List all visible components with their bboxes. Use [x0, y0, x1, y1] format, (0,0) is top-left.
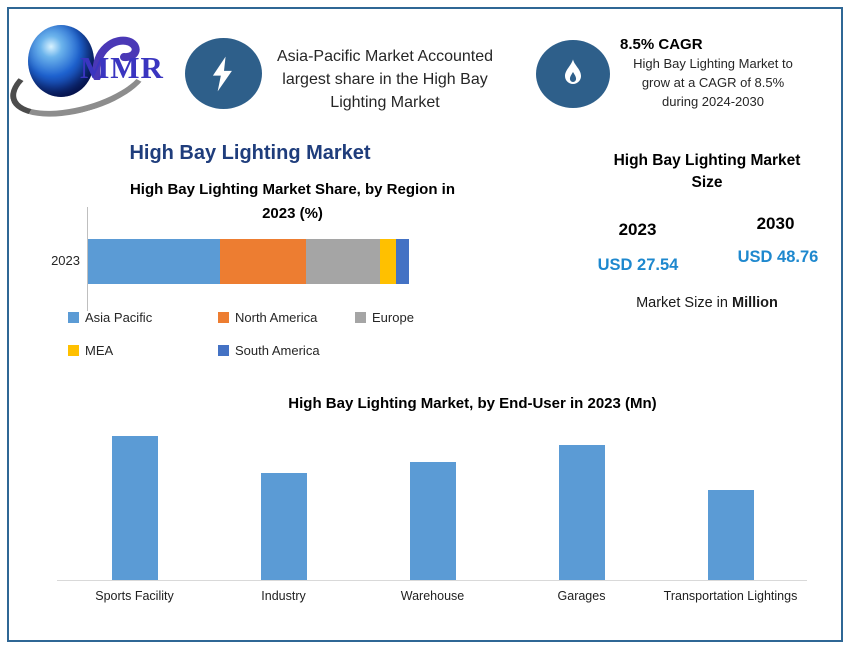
- market-size-note: Market Size in Million: [598, 295, 816, 311]
- legend-label-south-america: South America: [235, 343, 320, 358]
- cagr-title: 8.5% CAGR: [620, 36, 703, 53]
- legend-item-asia-pacific: Asia Pacific: [68, 310, 218, 325]
- globe-icon: [28, 25, 94, 97]
- legend-label-europe: Europe: [372, 310, 414, 325]
- legend-marker-north-america: [218, 312, 229, 323]
- bar-column-transportation-lightings: [656, 430, 805, 580]
- bar-industry: [260, 473, 307, 580]
- bar-garages: [558, 445, 605, 580]
- legend-item-north-america: North America: [218, 310, 355, 325]
- market-size-title: High Bay Lighting Market Size: [613, 152, 801, 191]
- bar-label-garages: Garages: [557, 589, 606, 603]
- segment-north-america: [219, 239, 307, 284]
- enduser-bar-plot: [60, 430, 805, 580]
- bar-sports-facility: [111, 436, 158, 580]
- enduser-bar-labels: Sports Facility Industry Warehouse Garages T…: [60, 589, 805, 603]
- legend-marker-mea: [68, 345, 79, 356]
- enduser-chart-title: High Bay Lighting Market, by End-User in…: [288, 395, 657, 412]
- lightning-bolt-icon: [185, 38, 262, 109]
- flame-icon: [536, 40, 610, 108]
- region-chart-title: High Bay Lighting Market Share, by Regio…: [129, 181, 456, 222]
- market-size-note-prefix: Market Size in: [636, 295, 732, 311]
- region-chart-y-axis-line: [87, 207, 88, 311]
- logo-text: MMR: [80, 50, 164, 85]
- border-frame: [7, 7, 843, 642]
- region-stacked-bar: [88, 239, 409, 284]
- legend-marker-south-america: [218, 345, 229, 356]
- bar-label-industry: Industry: [261, 589, 306, 603]
- bar-label-sports-facility: Sports Facility: [95, 589, 174, 603]
- segment-mea: [380, 239, 397, 284]
- highlight-text: Asia-Pacific Market Accounted largest sha…: [276, 48, 494, 111]
- legend-item-mea: MEA: [68, 343, 218, 358]
- cagr-block: 8.5% CAGR High Bay Lighting Market to gro…: [608, 35, 818, 111]
- bar-warehouse: [409, 462, 456, 580]
- legend-label-mea: MEA: [85, 343, 114, 358]
- market-size-year-2030: 2030: [756, 214, 795, 233]
- bar-column-garages: [507, 430, 656, 580]
- bar-label-warehouse: Warehouse: [400, 589, 465, 603]
- lightning-bolt-glyph: [212, 56, 232, 91]
- bar-column-sports-facility: [60, 430, 209, 580]
- legend-label-asia-pacific: Asia Pacific: [85, 310, 153, 325]
- market-size-note-unit: Million: [731, 295, 778, 311]
- bar-transportation-lightings: [707, 490, 754, 580]
- legend-label-north-america: North America: [235, 310, 318, 325]
- bar-column-industry: [209, 430, 358, 580]
- market-size-value-2023: USD 27.54: [597, 256, 679, 274]
- segment-asia-pacific: [88, 239, 220, 284]
- cagr-text: High Bay Lighting Market to grow at a CAG…: [633, 56, 793, 109]
- bar-label-transportation-lightings: Transportation Lightings: [663, 589, 798, 603]
- flame-glyph: [565, 59, 581, 84]
- logo-curl-icon: [92, 36, 140, 80]
- enduser-chart-x-axis-line: [57, 580, 807, 581]
- legend-item-europe: Europe: [355, 310, 458, 325]
- market-size-value-2030: USD 48.76: [737, 248, 819, 266]
- segment-south-america: [396, 239, 409, 284]
- region-chart-category-label: 2023: [51, 253, 80, 268]
- legend-marker-asia-pacific: [68, 312, 79, 323]
- region-legend: Asia Pacific North America Europe MEA South …: [68, 310, 458, 358]
- section-title: High Bay Lighting Market: [129, 142, 371, 164]
- bar-column-warehouse: [358, 430, 507, 580]
- legend-marker-europe: [355, 312, 366, 323]
- legend-item-south-america: South America: [218, 343, 355, 358]
- market-size-year-2023: 2023: [618, 220, 657, 239]
- segment-europe: [306, 239, 381, 284]
